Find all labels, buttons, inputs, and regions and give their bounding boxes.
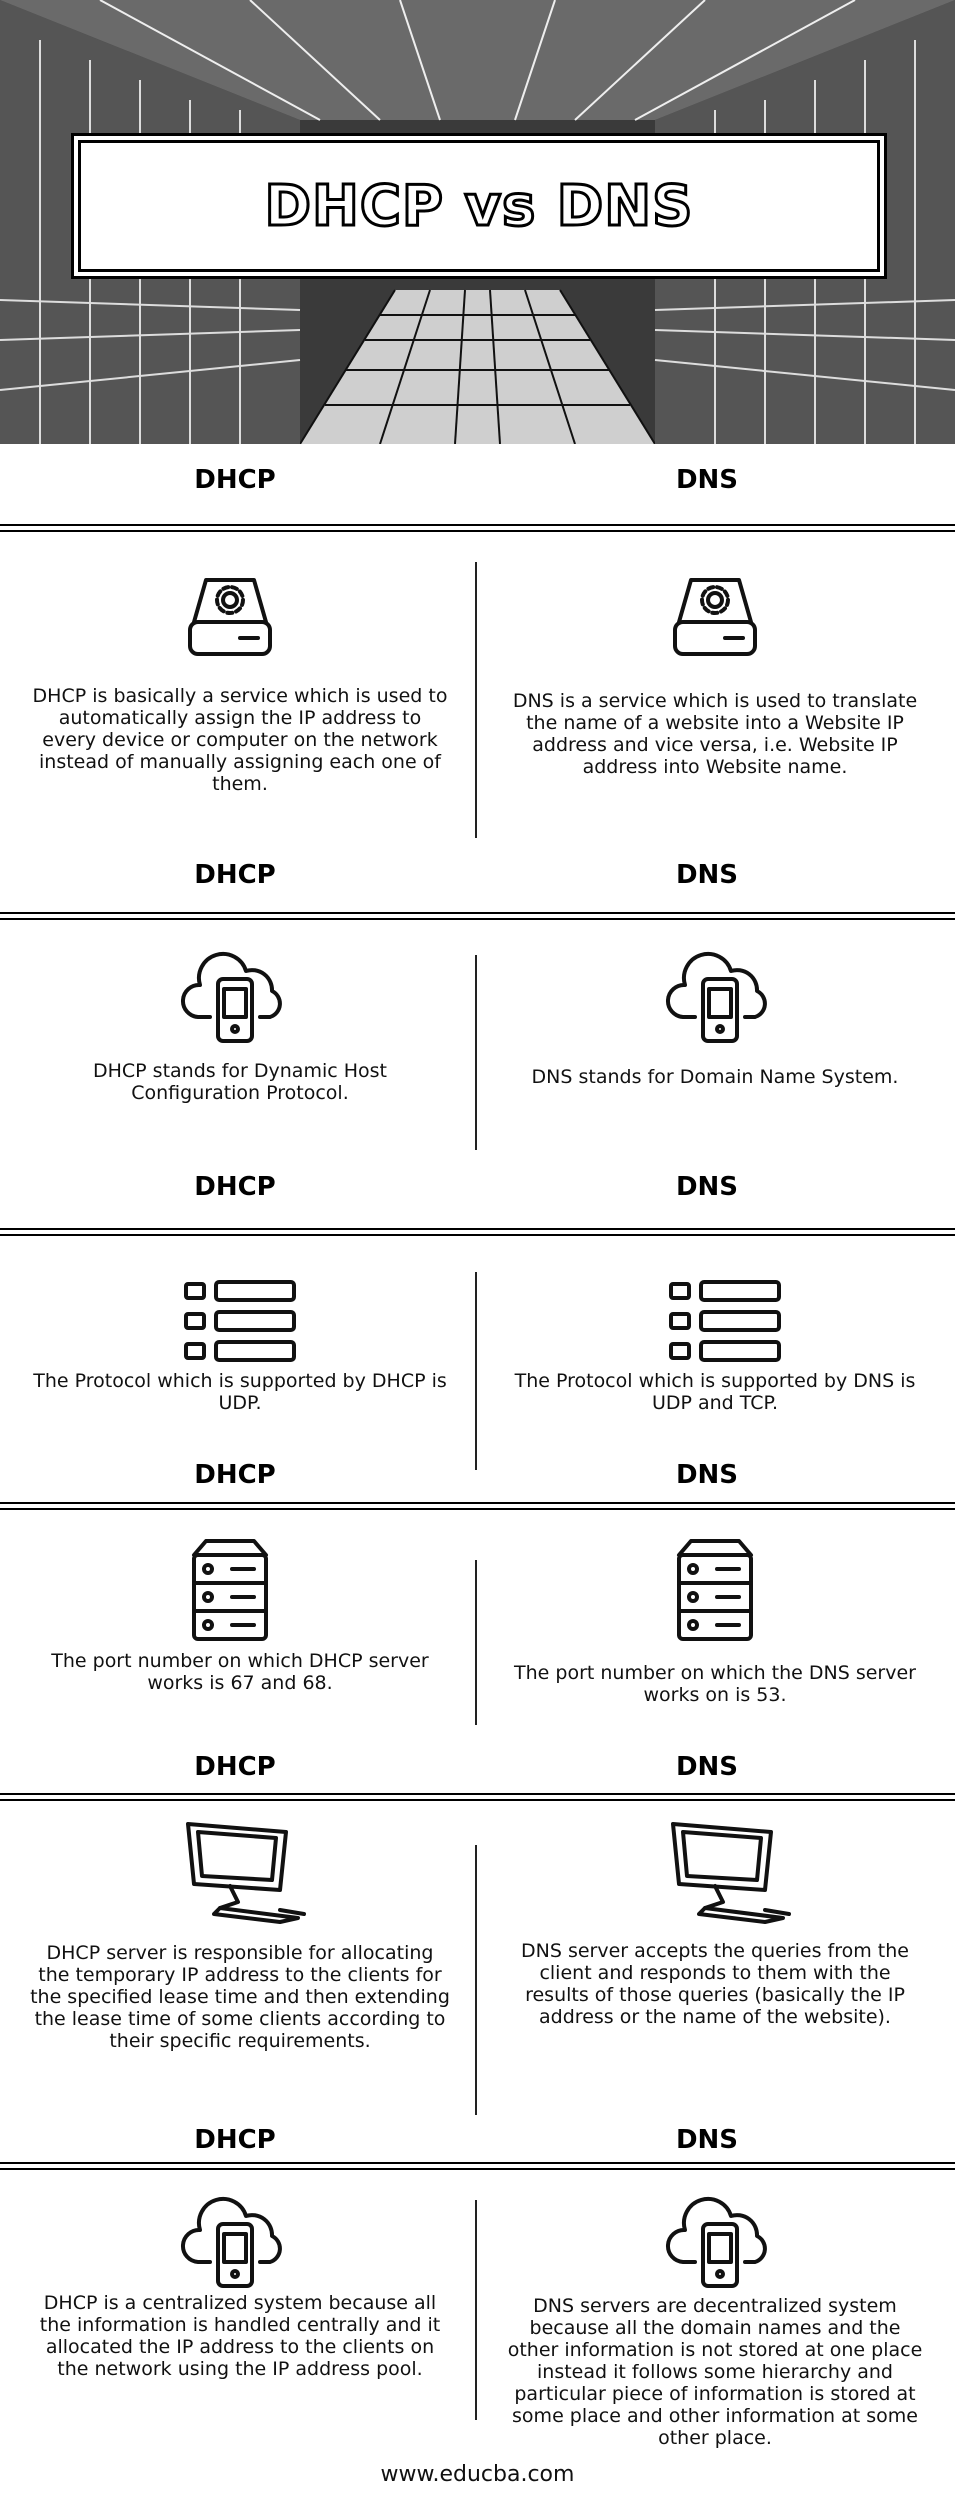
dhcp-description: DHCP is a centralized system because all…: [39, 2292, 441, 2380]
dns-description: DNS servers are decentralized system bec…: [507, 2295, 923, 2449]
section-divider: [0, 912, 955, 920]
dhcp-description: The Protocol which is supported by DHCP …: [33, 1370, 447, 1414]
dns-description: The port number on which the DNS server …: [514, 1662, 916, 1706]
section-divider: [0, 1228, 955, 1236]
dhcp-description: The port number on which DHCP server wor…: [51, 1650, 429, 1694]
section-divider: [0, 524, 955, 532]
list-icon: [665, 1270, 785, 1375]
column-heading-dns: DNS: [675, 860, 739, 890]
server-icon: [665, 1535, 765, 1650]
column-heading-dhcp: DHCP: [194, 860, 276, 890]
monitor-icon: [665, 1818, 795, 1933]
cloud-phone-icon: [665, 945, 775, 1050]
monitor-icon: [180, 1818, 310, 1933]
section-divider: [0, 1502, 955, 1510]
server-icon: [180, 1535, 280, 1650]
column-separator: [475, 955, 477, 1150]
column-heading-dhcp: DHCP: [194, 1460, 276, 1490]
column-separator: [475, 1560, 477, 1725]
column-heading-dhcp: DHCP: [194, 1752, 276, 1782]
column-separator: [475, 2200, 477, 2420]
section-divider: [0, 2162, 955, 2170]
column-heading-dhcp: DHCP: [194, 465, 276, 495]
title-box: DHCP vs DNS: [78, 140, 880, 272]
column-heading-dns: DNS: [675, 1460, 739, 1490]
dns-description: DNS server accepts the queries from the …: [521, 1940, 909, 2028]
cloud-phone-icon: [665, 2190, 775, 2295]
dns-description: The Protocol which is supported by DNS i…: [514, 1370, 916, 1414]
gear-drive-icon: [180, 572, 280, 667]
header-banner: DHCP vs DNS: [0, 0, 955, 444]
column-heading-dhcp: DHCP: [194, 2125, 276, 2155]
footer-url: www.educba.com: [380, 2462, 575, 2487]
section-divider: [0, 1793, 955, 1801]
dhcp-description: DHCP stands for Dynamic Host Configurati…: [93, 1060, 387, 1104]
dns-description: DNS is a service which is used to transl…: [512, 690, 918, 778]
dns-description: DNS stands for Domain Name System.: [531, 1066, 899, 1088]
column-heading-dns: DNS: [675, 465, 739, 495]
list-icon: [180, 1270, 300, 1375]
column-separator: [475, 562, 477, 838]
dhcp-description: DHCP server is responsible for allocatin…: [30, 1942, 450, 2052]
gear-drive-icon: [665, 572, 765, 667]
cloud-phone-icon: [180, 945, 290, 1050]
page-title: DHCP vs DNS: [263, 172, 694, 240]
column-heading-dhcp: DHCP: [194, 1172, 276, 1202]
cloud-phone-icon: [180, 2190, 290, 2295]
column-heading-dns: DNS: [675, 1172, 739, 1202]
column-heading-dns: DNS: [675, 2125, 739, 2155]
column-separator: [475, 1845, 477, 2115]
column-separator: [475, 1272, 477, 1470]
dhcp-description: DHCP is basically a service which is use…: [32, 685, 448, 795]
column-heading-dns: DNS: [675, 1752, 739, 1782]
